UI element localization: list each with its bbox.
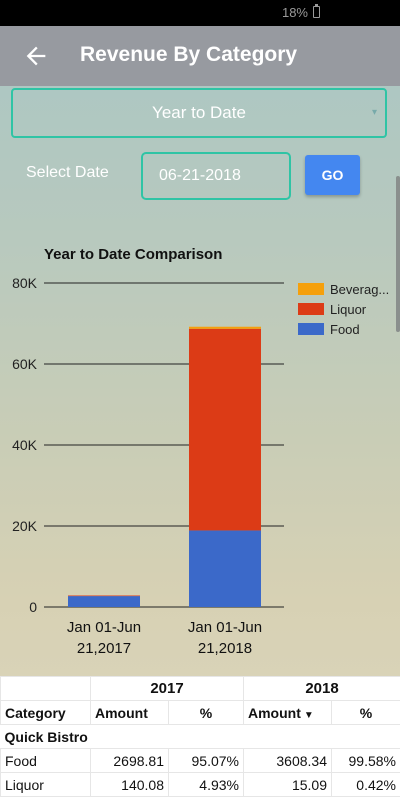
y-tick-label: 40K (12, 437, 38, 453)
bar-segment (68, 596, 140, 607)
legend-swatch (298, 303, 324, 315)
cell-amount-2018: 3608.34 (243, 748, 332, 773)
dropdown-caret-icon: ▾ (371, 107, 377, 118)
col-header-pct-2017[interactable]: % (168, 700, 244, 725)
legend-label: Beverag... (330, 282, 389, 297)
year-spacer (0, 676, 91, 701)
x-tick-label: Jan 01-Jun (67, 619, 141, 636)
cell-pct-2017: 4.93% (168, 772, 244, 797)
bar-segment (189, 326, 261, 329)
bar-segment (68, 595, 140, 597)
col-header-amount-2018[interactable]: Amount ▼ (243, 700, 332, 725)
col-header-amount-2017[interactable]: Amount (90, 700, 169, 725)
battery-icon (313, 4, 320, 18)
cell-amount-2017: 2698.81 (90, 748, 169, 773)
x-tick-label: Jan 01-Jun (188, 619, 262, 636)
group-label: Quick Bistro (0, 724, 400, 749)
cell-pct-2018: 0.42% (331, 772, 400, 797)
bar-segment (189, 530, 261, 607)
page-title: Revenue By Category (80, 43, 298, 66)
go-button[interactable]: GO (305, 155, 360, 195)
year-header-2018: 2018 (243, 676, 400, 701)
legend-label: Food (330, 322, 360, 337)
status-bar: 18% (0, 0, 400, 26)
revenue-table: 2017 2018 Category Amount % Amount ▼ % Qu… (0, 676, 400, 800)
cell-amount-2017: 140.08 (90, 772, 169, 797)
chart-title: Year to Date Comparison (44, 246, 222, 263)
cell-amount-2018: 15.09 (243, 772, 332, 797)
scrollbar[interactable] (396, 176, 400, 332)
y-tick-label: 60K (12, 356, 38, 372)
x-tick-label: 21,2018 (198, 640, 252, 657)
sort-desc-icon: ▼ (303, 709, 314, 721)
bar-segment (189, 328, 261, 531)
legend-label: Liquor (330, 302, 367, 317)
x-tick-label: 21,2017 (77, 640, 131, 657)
y-tick-label: 80K (12, 275, 38, 291)
cell-category: Liquor (0, 772, 91, 797)
cell-pct-2017: 95.07% (168, 748, 244, 773)
date-input[interactable]: 06-21-2018 (141, 152, 291, 200)
y-tick-label: 0 (29, 599, 37, 615)
table-row[interactable]: Liquor 140.08 4.93% 15.09 0.42% (0, 772, 400, 797)
legend-swatch (298, 323, 324, 335)
table-row[interactable]: Food 2698.81 95.07% 3608.34 99.58% (0, 748, 400, 773)
legend-swatch (298, 283, 324, 295)
year-header-2017: 2017 (90, 676, 244, 701)
col-header-category[interactable]: Category (0, 700, 91, 725)
col-header-pct-2018[interactable]: % (331, 700, 400, 725)
y-tick-label: 20K (12, 518, 38, 534)
battery-level: 18% (281, 5, 308, 20)
period-select-value: Year to Date (152, 103, 246, 122)
period-select[interactable]: Year to Date ▾ (11, 88, 387, 138)
col-header-amount-2018-label: Amount (248, 704, 301, 721)
cell-pct-2018: 99.58% (331, 748, 400, 773)
cell-category: Food (0, 748, 91, 773)
select-date-label: Select Date (26, 164, 109, 181)
app-bar: Revenue By Category (0, 26, 400, 86)
revenue-chart: Year to Date Comparison 0 20K 40K 60K 80K Jan … (12, 246, 389, 657)
arrow-left-icon[interactable] (22, 42, 50, 70)
